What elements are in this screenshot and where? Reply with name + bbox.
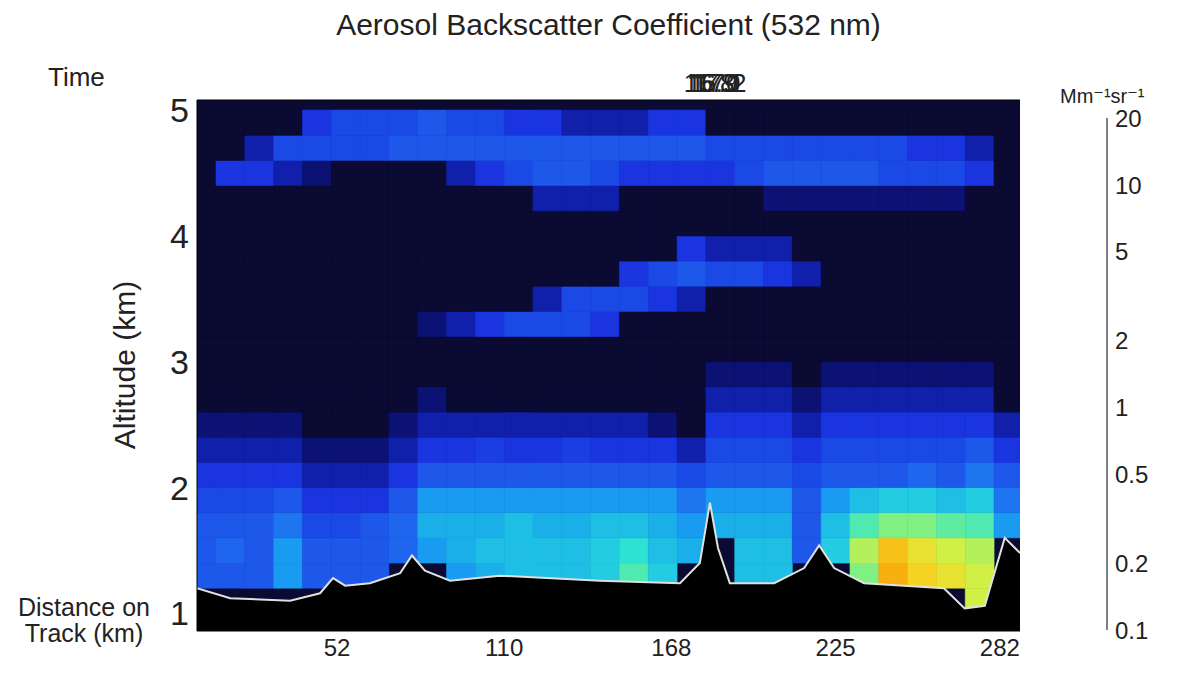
svg-text:0.2: 0.2	[1115, 550, 1148, 577]
svg-text:20: 20	[1115, 105, 1142, 132]
svg-text:225: 225	[816, 634, 856, 661]
svg-text:52: 52	[324, 634, 351, 661]
html-text:Time: Time	[48, 62, 105, 92]
html-text:Mm⁻¹sr⁻¹: Mm⁻¹sr⁻¹	[1060, 85, 1145, 107]
svg-text:0.5: 0.5	[1115, 461, 1148, 488]
svg-text:168: 168	[651, 634, 691, 661]
svg-text:1: 1	[170, 594, 189, 632]
svg-text:110: 110	[485, 634, 523, 661]
html-text:Distance on Track (km): Distance on Track (km)	[18, 593, 150, 648]
html-text:Altitude (km): Altitude (km)	[108, 280, 141, 450]
svg-text:10: 10	[1115, 172, 1142, 199]
svg-text:1: 1	[1115, 394, 1128, 421]
svg-text:282: 282	[980, 634, 1020, 661]
svg-text:5: 5	[170, 91, 189, 129]
html-text:Aerosol Backscatter Coefficien: Aerosol Backscatter Coefficient (532 nm)	[336, 8, 881, 41]
svg-text:2: 2	[1115, 327, 1128, 354]
svg-text:17.2: 17.2	[696, 68, 747, 98]
svg-text:4: 4	[170, 217, 189, 255]
svg-text:0.1: 0.1	[1115, 617, 1148, 644]
svg-text:2: 2	[170, 469, 189, 507]
svg-text:3: 3	[170, 343, 189, 381]
svg-text:5: 5	[1115, 238, 1128, 265]
